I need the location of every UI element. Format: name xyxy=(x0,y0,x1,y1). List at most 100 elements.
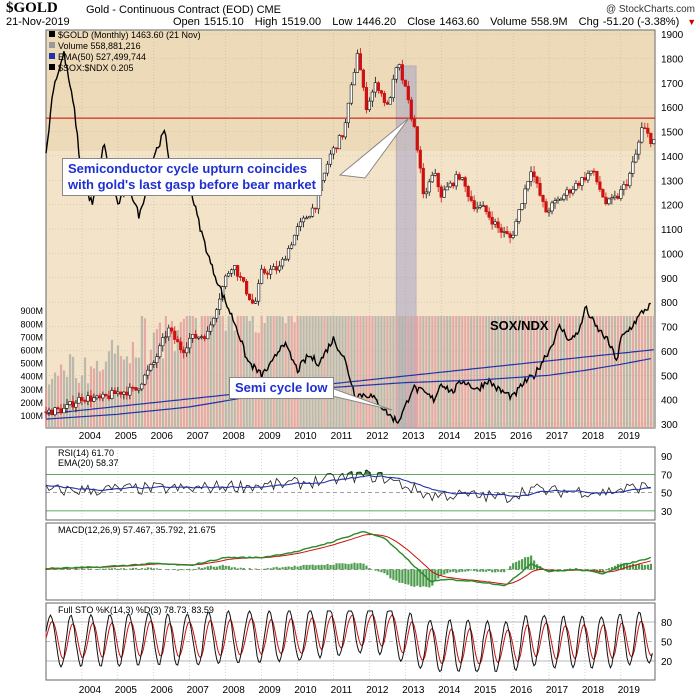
candle-body xyxy=(502,231,506,233)
macd-histogram-bar xyxy=(353,562,356,570)
candle-body xyxy=(322,172,327,181)
x-tick-label-top: 2011 xyxy=(331,431,353,442)
macd-histogram-bar xyxy=(89,568,93,570)
volume-bar xyxy=(155,329,158,428)
price-tick-label: 1600 xyxy=(661,103,684,114)
candle-body xyxy=(592,170,596,173)
volume-bar xyxy=(458,316,461,428)
candle-body xyxy=(53,407,57,416)
volume-tick-label: 600M xyxy=(20,346,43,356)
macd-histogram-bar xyxy=(640,564,644,570)
candle-body xyxy=(382,92,386,103)
volume-bar xyxy=(509,316,512,428)
macd-legend-entry: MACD(12,26,9) 57.467, 35.792, 21.675 xyxy=(58,525,216,535)
volume-bar xyxy=(536,316,539,428)
macd-histogram-bar xyxy=(631,563,635,570)
candle-body xyxy=(442,189,446,198)
candle-body xyxy=(253,300,258,304)
macd-histogram-bar xyxy=(452,569,455,572)
volume-bar xyxy=(631,316,635,428)
price-tick-label: 1200 xyxy=(661,201,684,212)
macd-histogram-bar xyxy=(389,569,392,579)
macd-histogram-bar xyxy=(122,568,126,570)
volume-bar xyxy=(299,316,302,428)
candle-body xyxy=(50,409,54,416)
macd-histogram-bar xyxy=(395,569,398,581)
price-tick-label: 1900 xyxy=(661,30,684,41)
volume-bar xyxy=(311,316,314,428)
volume-bar xyxy=(482,316,485,428)
macd-histogram-bar xyxy=(314,565,317,570)
macd-histogram-bar xyxy=(601,569,605,573)
candle-body xyxy=(433,173,437,176)
candle-body xyxy=(77,397,81,404)
candle-body xyxy=(649,132,653,144)
candle-body xyxy=(352,72,356,86)
candle-body xyxy=(526,180,530,190)
macd-histogram-bar xyxy=(374,569,377,571)
volume-tick-label: 100M xyxy=(20,411,43,421)
macd-histogram-bar xyxy=(74,568,78,570)
candle-body xyxy=(490,216,494,225)
candle-body xyxy=(646,127,650,134)
volume-bar xyxy=(643,316,647,428)
macd-histogram-bar xyxy=(449,569,452,573)
volume-bar xyxy=(284,323,287,428)
candle-body xyxy=(622,184,626,190)
volume-bar xyxy=(248,320,251,428)
macd-histogram-bar xyxy=(128,568,132,570)
macd-histogram-bar xyxy=(197,567,200,570)
macd-histogram-bar xyxy=(350,563,353,570)
volume-bar xyxy=(188,316,191,428)
x-tick-label-bottom: 2005 xyxy=(115,685,138,696)
candle-body xyxy=(607,198,611,205)
volume-bar xyxy=(185,316,188,428)
volume-bar xyxy=(317,316,320,428)
x-tick-label-top: 2006 xyxy=(151,431,174,442)
candle-body xyxy=(517,209,521,222)
price-tick-label: 1800 xyxy=(661,54,684,65)
macd-histogram-bar xyxy=(649,563,653,570)
candle-body xyxy=(206,330,210,340)
candle-body xyxy=(373,82,377,93)
chart-description: Gold - Continuous Contract (EOD) CME xyxy=(86,4,282,16)
volume-bar xyxy=(149,349,152,428)
macd-histogram-bar xyxy=(524,557,527,570)
price-tick-label: 1500 xyxy=(661,128,684,139)
volume-bar xyxy=(47,384,51,428)
macd-histogram-bar xyxy=(404,569,407,585)
candle-body xyxy=(463,177,467,187)
price-tick-label: 300 xyxy=(661,420,678,431)
volume-bar xyxy=(368,316,371,428)
volume-bar xyxy=(619,316,623,428)
sto-legend-entry: Full STO %K(14,3) %D(3) 78.73, 83.59 xyxy=(58,605,214,615)
volume-bar xyxy=(236,316,239,428)
volume-bar xyxy=(497,316,500,428)
candle-body xyxy=(239,276,243,278)
candle-body xyxy=(493,221,497,225)
macd-histogram-bar xyxy=(140,568,144,570)
price-legend-entry: $SOX:$NDX 0.205 xyxy=(58,63,134,73)
candle-body xyxy=(337,135,342,150)
macd-histogram-bar xyxy=(476,569,479,572)
candle-body xyxy=(598,181,602,190)
volume-bar xyxy=(215,316,218,428)
price-tick-label: 800 xyxy=(661,298,678,309)
volume-bar xyxy=(556,316,560,428)
volume-bar xyxy=(221,316,224,428)
candle-body xyxy=(406,85,410,101)
volume-bar xyxy=(646,316,650,428)
candle-body xyxy=(541,195,545,202)
volume-bar xyxy=(365,316,368,428)
volume-bar xyxy=(559,316,563,428)
candle-body xyxy=(475,207,479,210)
macd-histogram-bar xyxy=(628,565,632,570)
macd-histogram-bar xyxy=(622,563,626,570)
candle-body xyxy=(149,364,153,371)
candle-body xyxy=(349,84,353,104)
volume-bar xyxy=(335,316,338,428)
volume-bar xyxy=(152,332,155,428)
macd-histogram-bar xyxy=(218,565,221,570)
volume-bar xyxy=(374,316,377,428)
macd-histogram-bar xyxy=(598,569,602,573)
